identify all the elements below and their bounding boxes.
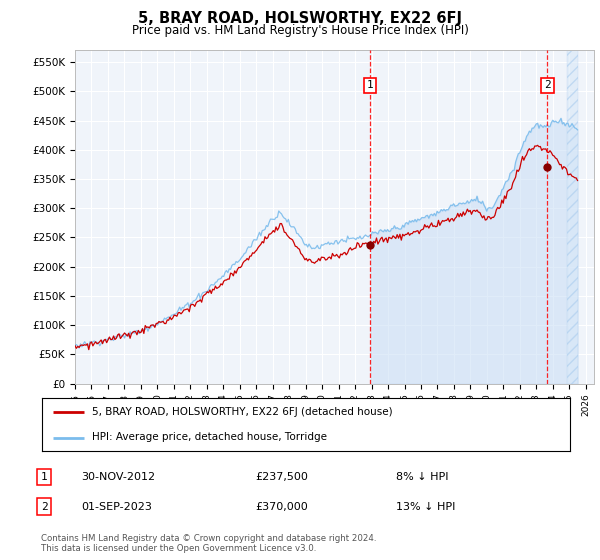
- Text: 1: 1: [41, 472, 47, 482]
- Text: £370,000: £370,000: [255, 502, 308, 512]
- Text: 5, BRAY ROAD, HOLSWORTHY, EX22 6FJ: 5, BRAY ROAD, HOLSWORTHY, EX22 6FJ: [138, 11, 462, 26]
- Text: 5, BRAY ROAD, HOLSWORTHY, EX22 6FJ (detached house): 5, BRAY ROAD, HOLSWORTHY, EX22 6FJ (deta…: [92, 408, 393, 418]
- Text: £237,500: £237,500: [255, 472, 308, 482]
- Text: 13% ↓ HPI: 13% ↓ HPI: [396, 502, 455, 512]
- Text: 30-NOV-2012: 30-NOV-2012: [81, 472, 155, 482]
- Text: 8% ↓ HPI: 8% ↓ HPI: [396, 472, 449, 482]
- Text: 01-SEP-2023: 01-SEP-2023: [81, 502, 152, 512]
- Text: Contains HM Land Registry data © Crown copyright and database right 2024.
This d: Contains HM Land Registry data © Crown c…: [41, 534, 376, 553]
- Text: 2: 2: [544, 81, 551, 90]
- Text: HPI: Average price, detached house, Torridge: HPI: Average price, detached house, Torr…: [92, 432, 327, 442]
- Text: 1: 1: [367, 81, 374, 90]
- Text: 2: 2: [41, 502, 47, 512]
- Text: Price paid vs. HM Land Registry's House Price Index (HPI): Price paid vs. HM Land Registry's House …: [131, 24, 469, 36]
